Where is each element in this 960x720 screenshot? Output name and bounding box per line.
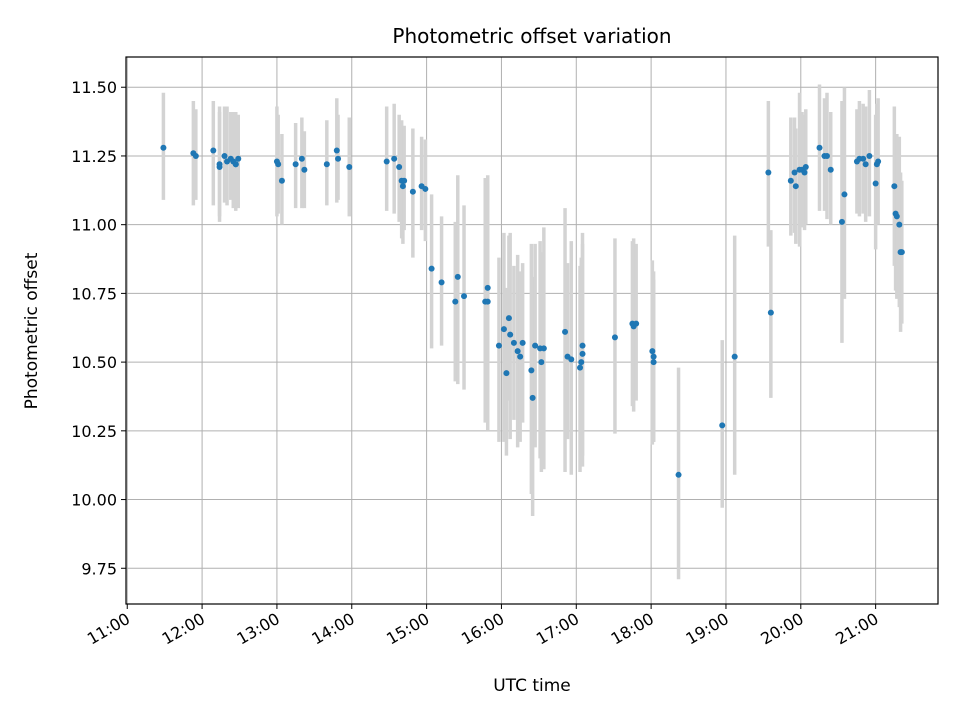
data-point: [500, 326, 507, 333]
data-point: [860, 155, 867, 162]
data-point: [577, 364, 584, 371]
data-point: [292, 161, 299, 168]
data-point: [235, 155, 242, 162]
y-tick-label: 9.75: [81, 559, 117, 578]
x-axis-label: UTC time: [493, 676, 571, 696]
y-tick-label: 10.25: [71, 422, 117, 441]
data-point: [767, 309, 774, 316]
data-point: [611, 334, 618, 341]
data-point: [232, 161, 239, 168]
data-point: [765, 169, 772, 176]
data-point: [787, 177, 794, 184]
y-tick-label: 11.50: [71, 78, 117, 97]
y-tick-label: 11.00: [71, 216, 117, 235]
data-points: [160, 144, 905, 478]
data-point: [484, 298, 491, 305]
data-point: [579, 350, 586, 357]
data-point: [438, 279, 445, 286]
y-axis-ticks: 9.75 10.00 10.25 10.50 10.75 11.00 11.25 11.50: [71, 78, 126, 578]
y-tick-label: 10.50: [71, 353, 117, 372]
data-point: [335, 155, 342, 162]
data-point: [650, 353, 657, 360]
data-point: [503, 370, 510, 377]
data-point: [872, 180, 879, 187]
data-point: [841, 191, 848, 198]
data-point: [866, 152, 873, 159]
data-point: [579, 342, 586, 349]
data-point: [301, 166, 308, 173]
data-point: [650, 359, 657, 366]
data-point: [383, 158, 390, 165]
data-point: [538, 359, 545, 366]
data-point: [495, 342, 502, 349]
data-point: [719, 422, 726, 429]
data-point: [649, 348, 656, 355]
data-point: [862, 161, 869, 168]
data-point: [731, 353, 738, 360]
data-point: [896, 221, 903, 228]
data-point: [633, 320, 640, 327]
data-point: [461, 293, 468, 300]
data-point: [333, 147, 340, 154]
data-point: [409, 188, 416, 195]
data-point: [484, 284, 491, 291]
data-point: [827, 166, 834, 173]
data-point: [528, 367, 535, 374]
data-point: [505, 315, 512, 322]
data-point: [323, 161, 330, 168]
data-point: [891, 183, 898, 190]
data-point: [221, 152, 228, 159]
data-point: [898, 249, 905, 256]
data-point: [514, 348, 521, 355]
data-point: [802, 163, 809, 170]
data-point: [517, 353, 524, 360]
data-point: [791, 169, 798, 176]
data-point: [532, 342, 539, 349]
data-point: [507, 331, 514, 338]
plot-frame: [125, 56, 939, 605]
data-point: [160, 144, 167, 151]
data-point: [801, 169, 808, 176]
data-point: [454, 273, 461, 280]
data-point: [823, 152, 830, 159]
data-point: [893, 213, 900, 220]
y-tick-label: 11.25: [71, 147, 117, 166]
data-point: [192, 152, 199, 159]
data-point: [519, 339, 526, 346]
data-point: [675, 471, 682, 478]
data-point: [278, 177, 285, 184]
data-point: [452, 298, 459, 305]
data-point: [298, 155, 305, 162]
data-point: [529, 394, 536, 401]
y-axis-label: Photometric offset: [22, 252, 42, 409]
y-tick-label: 10.75: [71, 284, 117, 303]
data-point: [838, 218, 845, 225]
y-tick-label: 10.00: [71, 491, 117, 510]
data-point: [875, 158, 882, 165]
data-point: [428, 265, 435, 272]
data-point: [399, 183, 406, 190]
data-point: [391, 155, 398, 162]
chart-title: Photometric offset variation: [392, 24, 671, 48]
data-point: [401, 177, 408, 184]
data-point: [216, 163, 223, 170]
data-point: [816, 144, 823, 151]
data-point: [346, 163, 353, 170]
data-point: [540, 345, 547, 352]
data-point: [578, 359, 585, 366]
data-point: [568, 356, 575, 363]
data-point: [792, 183, 799, 190]
data-point: [510, 339, 517, 346]
data-point: [210, 147, 217, 154]
data-point: [422, 185, 429, 192]
data-point: [562, 328, 569, 335]
data-point: [275, 161, 282, 168]
data-point: [396, 163, 403, 170]
